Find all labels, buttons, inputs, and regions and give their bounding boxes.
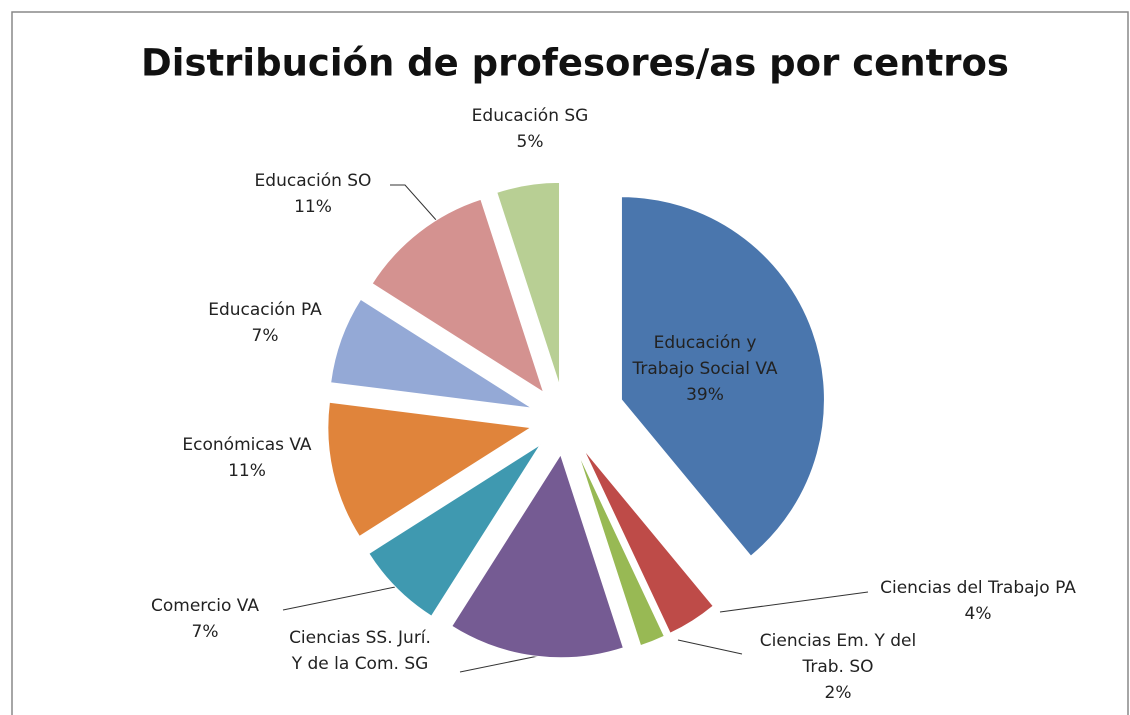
slice-name: Educación PA	[208, 300, 322, 320]
slice-label: Económicas VA 11%	[147, 432, 347, 484]
pie-slice	[496, 181, 561, 386]
slice-label: Comercio VA 7%	[115, 593, 295, 645]
slice-name: Ciencias SS. Jurí. Y de la Com. SG	[289, 628, 431, 674]
slice-name: Educación SO	[254, 171, 372, 191]
slice-name: Ciencias Em. Y del Trab. SO	[759, 631, 917, 677]
slice-value: 5%	[516, 132, 544, 152]
slice-value: 39%	[686, 385, 724, 405]
pie-slice	[371, 198, 545, 394]
slice-label: Educación SG 5%	[430, 103, 630, 155]
slice-label: Educación y Trabajo Social VA 39%	[630, 330, 780, 408]
slice-name: Comercio VA	[151, 596, 259, 616]
pie-slice	[368, 444, 541, 617]
slice-label: Ciencias del Trabajo PA 4%	[863, 575, 1093, 627]
pie-slice	[327, 401, 533, 538]
slice-label: Ciencias Em. Y del Trab. SO 2%	[738, 628, 938, 706]
slice-label: Educación SO 11%	[213, 168, 413, 220]
slice-value: 4%	[964, 604, 992, 624]
slice-name: Ciencias del Trabajo PA	[880, 578, 1076, 598]
pie-slice	[577, 452, 665, 647]
pie-slice	[620, 196, 825, 557]
leader-line	[719, 591, 869, 613]
leader-line	[282, 584, 406, 611]
slice-value: 11%	[294, 197, 332, 217]
slice-name: Económicas VA	[182, 435, 312, 455]
slice-value: 7%	[191, 622, 219, 642]
slice-value: 7%	[251, 326, 279, 346]
pie-slice	[451, 453, 624, 659]
slice-name: Educación y Trabajo Social VA	[632, 333, 778, 379]
leader-line	[390, 184, 446, 231]
slice-value: 11%	[228, 461, 266, 481]
slice-value: 2%	[824, 683, 852, 703]
leader-lines	[282, 184, 869, 673]
slice-name: Educación SG	[471, 106, 589, 126]
leader-line	[459, 653, 549, 673]
leader-line	[677, 639, 743, 655]
chart-title: Distribución de profesores/as por centro…	[141, 42, 1009, 85]
slice-label: Educación PA 7%	[165, 297, 365, 349]
pie-slice	[583, 449, 714, 634]
pie-slice	[330, 298, 533, 409]
slice-label: Ciencias SS. Jurí. Y de la Com. SG	[285, 625, 435, 677]
